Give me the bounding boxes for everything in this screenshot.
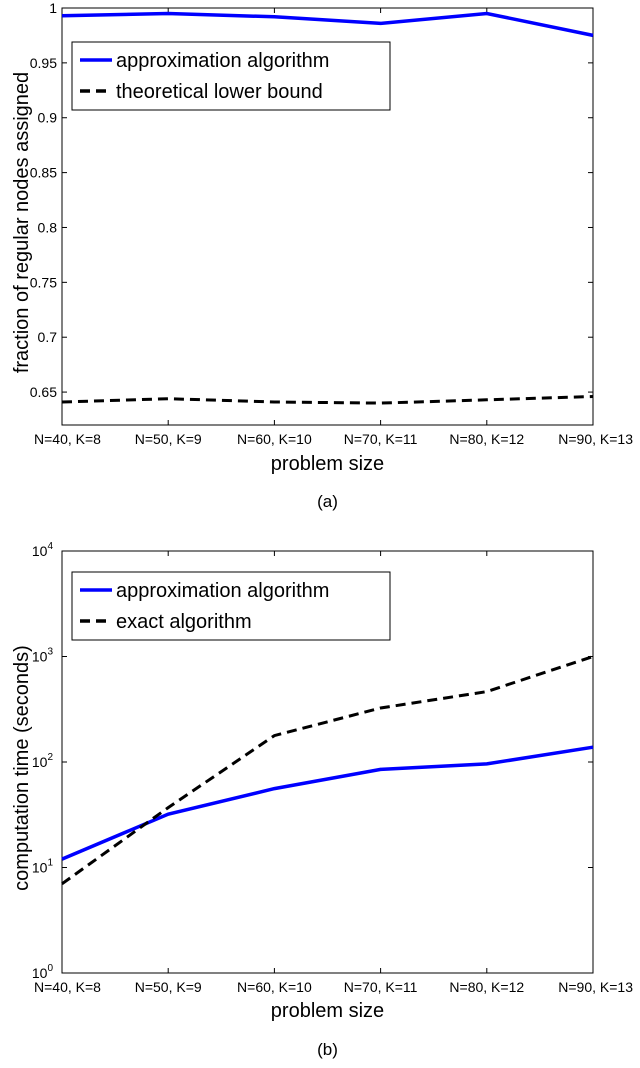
y-tick-label: 103 [32, 647, 54, 665]
x-tick-label: N=70, K=11 [344, 431, 418, 447]
x-tick-label: N=40, K=8 [34, 979, 101, 995]
series-line-approximation [61, 11, 594, 38]
chart-panel-b: 100 101 102 103 104 N=40, K=8 N=50, K=9 N=60, K… [11, 541, 633, 1059]
x-tick-label: N=70, K=11 [344, 979, 418, 995]
chart-panel-a: 0.65 0.7 0.75 0.8 0.85 0.9 0.95 1 N=40, K=8 N=50,… [11, 0, 633, 511]
y-tick-label: 1 [49, 0, 57, 16]
legend: approximation algorithm exact algorithm [71, 571, 391, 641]
y-tick-label: 0.7 [38, 329, 58, 345]
y-axis-label: fraction of regular nodes assigned [11, 72, 33, 373]
y-tick-label: 0.95 [30, 55, 57, 71]
legend: approximation algorithm theoretical lower… [71, 41, 391, 111]
panel-caption: (b) [317, 1040, 338, 1059]
panel-caption: (a) [317, 492, 338, 511]
x-tick-label: N=50, K=9 [135, 979, 202, 995]
legend-label: approximation algorithm [116, 580, 329, 602]
y-tick-label: 0.85 [30, 165, 57, 181]
legend-label: theoretical lower bound [116, 81, 323, 103]
y-tick-label: 0.9 [38, 110, 58, 126]
x-axis-label: problem size [271, 453, 384, 475]
legend-box [71, 571, 391, 641]
y-tick-label: 0.75 [30, 274, 57, 290]
x-tick-label: N=90, K=13 [558, 431, 633, 447]
x-tick-label: N=80, K=12 [449, 431, 524, 447]
x-tick-label: N=50, K=9 [135, 431, 202, 447]
x-tick-label: N=80, K=12 [449, 979, 524, 995]
y-tick-label: 0.8 [38, 219, 58, 235]
x-tick-label: N=60, K=10 [237, 431, 312, 447]
y-tick-label: 0.65 [30, 384, 57, 400]
y-tick-label: 100 [32, 963, 54, 981]
x-tick-label: N=40, K=8 [34, 431, 101, 447]
x-tick-label: N=90, K=13 [558, 979, 633, 995]
legend-label: exact algorithm [116, 611, 252, 633]
legend-label: approximation algorithm [116, 50, 329, 72]
x-axis-label: problem size [271, 1000, 384, 1022]
legend-box [71, 41, 391, 111]
series-line-approximation [61, 745, 594, 861]
y-tick-label: 102 [32, 752, 54, 770]
y-axis-label: computation time (seconds) [11, 645, 33, 891]
series-line-bound [61, 395, 594, 405]
y-tick-label: 101 [32, 858, 54, 876]
series-line-bound [61, 655, 594, 886]
plot-area-frame [61, 7, 594, 426]
y-tick-label: 104 [32, 541, 54, 559]
x-tick-label: N=60, K=10 [237, 979, 312, 995]
